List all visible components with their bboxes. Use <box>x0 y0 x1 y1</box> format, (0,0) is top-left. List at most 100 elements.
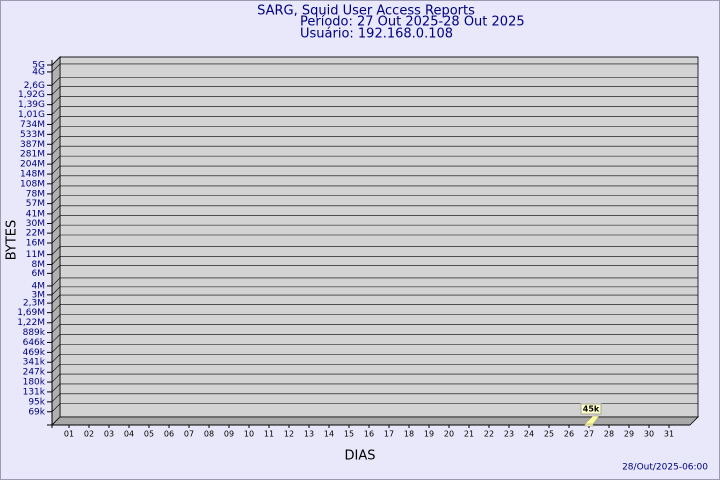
x-tick-label: 17 <box>384 430 394 439</box>
grid-line <box>51 63 698 73</box>
x-tick-label: 25 <box>544 430 554 439</box>
x-tick-label: 31 <box>664 430 674 439</box>
floor <box>51 416 699 426</box>
y-tick-label: 1,69M <box>17 308 45 318</box>
x-tick-label: 30 <box>644 430 654 439</box>
y-tick-label: 69k <box>28 407 45 417</box>
value-label: 45k <box>583 405 600 414</box>
x-tick-label: 21 <box>464 430 474 439</box>
bar <box>584 423 594 427</box>
grid-line <box>51 304 698 313</box>
x-tick-label: 28 <box>604 430 614 439</box>
x-tick-label: 04 <box>124 430 134 439</box>
y-tick-label: 469k <box>23 348 46 358</box>
x-tick-label: 12 <box>284 430 294 439</box>
y-tick-label: 247k <box>23 368 46 378</box>
y-tick-label: 6M <box>32 269 46 279</box>
x-tick-label: 26 <box>564 430 574 439</box>
y-tick-label: 204M <box>20 160 45 170</box>
grid-line <box>51 224 698 234</box>
x-tick-label: 14 <box>324 430 334 439</box>
chart-title: SARG, Squid User Access Reports <box>257 4 475 19</box>
grid-line <box>51 277 698 287</box>
grid-line <box>51 165 698 175</box>
y-tick-label: 22M <box>26 229 45 239</box>
grid-line <box>51 195 698 204</box>
x-tick-label: 29 <box>624 430 634 439</box>
y-tick-label: 734M <box>20 120 45 130</box>
value-label-box <box>580 403 602 415</box>
y-tick-label: 78M <box>26 189 45 199</box>
x-tick-label: 18 <box>404 430 414 439</box>
grid-line <box>51 185 698 195</box>
y-tick-label: 41M <box>26 209 45 219</box>
x-tick-label: 09 <box>224 430 234 439</box>
back-wall <box>59 56 699 418</box>
user-label: Usuário: 192.168.0.108 <box>300 27 453 42</box>
y-tick-label: 108M <box>20 179 45 189</box>
y-tick-label: 889k <box>23 328 46 338</box>
y-tick-label: 148M <box>20 170 45 180</box>
y-tick-label: 1,01G <box>18 110 45 120</box>
grid-line <box>51 383 698 393</box>
x-tick-label: 27 <box>584 430 594 439</box>
grid-line <box>51 76 698 86</box>
y-tick-label: 1,22M <box>17 318 45 328</box>
x-tick-label: 22 <box>484 430 494 439</box>
x-tick-label: 16 <box>364 430 374 439</box>
grid-line <box>51 145 698 155</box>
y-tick-label: 533M <box>20 130 45 140</box>
y-tick-label: 57M <box>26 199 45 209</box>
x-tick-label: 11 <box>264 430 274 439</box>
grid-line <box>51 256 698 265</box>
footer: 28/Out/2025-06:00 <box>622 463 708 473</box>
grid-line <box>51 116 698 125</box>
x-tick-label: 13 <box>304 430 314 439</box>
grid-line <box>51 334 698 343</box>
x-tick-label: 10 <box>244 430 254 439</box>
y-tick-label: 1,92G <box>18 90 45 100</box>
side-wall <box>51 56 61 426</box>
y-tick-label: 180k <box>23 378 46 388</box>
grid-line <box>51 265 698 274</box>
y-axis-label: BYTES <box>5 220 20 261</box>
y-tick-label: 4M <box>32 281 46 291</box>
y-tick-label: 95k <box>28 397 45 407</box>
y-tick-label: 131k <box>23 387 46 397</box>
x-tick-label: 03 <box>104 430 114 439</box>
y-tick-label: 11M <box>26 250 45 260</box>
y-tick-label: 341k <box>23 358 46 368</box>
y-tick-label: 646k <box>23 338 46 348</box>
grid-line <box>51 344 698 353</box>
grid-line <box>51 135 698 145</box>
grid-line <box>51 86 698 95</box>
grid-line <box>51 234 698 244</box>
x-tick-label: 01 <box>64 430 74 439</box>
x-axis-label: DIAS <box>345 449 376 464</box>
grid-line <box>51 393 698 403</box>
grid-line <box>51 106 698 115</box>
x-tick-label: 19 <box>424 430 434 439</box>
y-tick-label: 16M <box>26 239 45 249</box>
y-tick-label: 8M <box>32 260 46 270</box>
chart-subtitle: Período: 27 Out 2025-28 Out 2025 <box>300 15 525 30</box>
grid-line <box>51 96 698 105</box>
grid-line <box>51 324 698 333</box>
x-tick-label: 24 <box>524 430 534 439</box>
y-tick-label: 3M <box>32 290 46 300</box>
x-tick-label: 06 <box>164 430 174 439</box>
grid-line <box>51 215 698 224</box>
bar-top <box>584 415 600 425</box>
x-tick-label: 05 <box>144 430 154 439</box>
grid-line <box>51 294 698 304</box>
y-tick-label: 387M <box>20 140 45 150</box>
grid-line <box>51 155 698 165</box>
grid-line <box>51 175 698 185</box>
grid-line <box>51 314 698 323</box>
y-tick-label: 5G <box>32 61 45 71</box>
x-tick-label: 02 <box>84 430 94 439</box>
grid-line <box>51 403 698 412</box>
y-tick-label: 2,3M <box>23 299 45 309</box>
x-tick-label: 23 <box>504 430 514 439</box>
